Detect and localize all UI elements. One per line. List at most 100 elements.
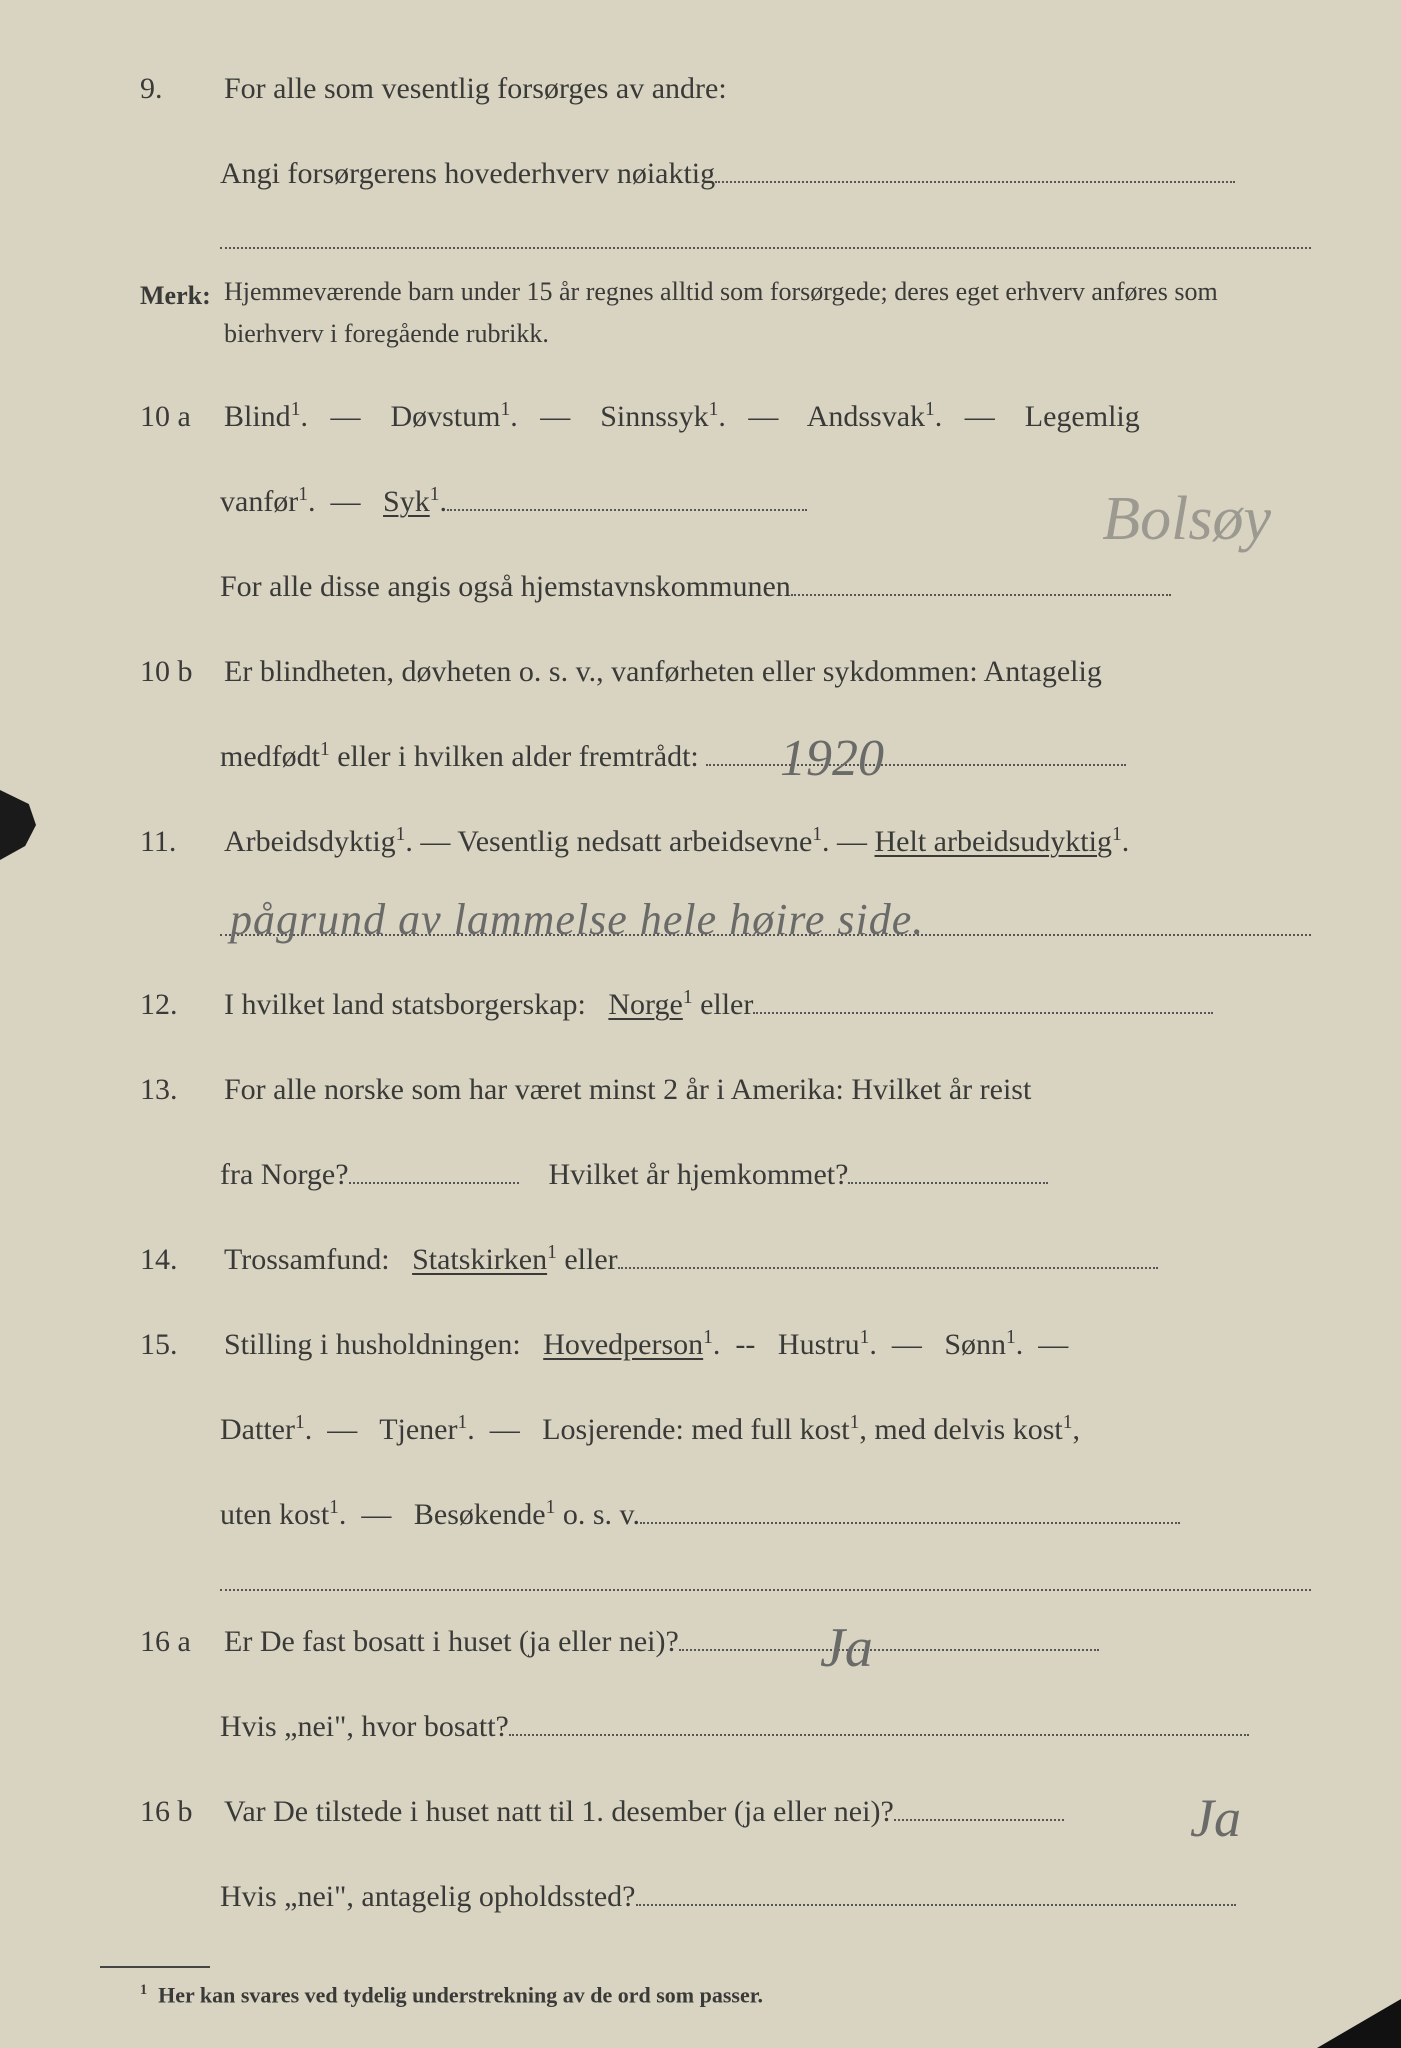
q16a-text2: Hvis „nei", hvor bosatt? [220, 1710, 509, 1743]
merk-text: Hjemmeværende barn under 15 år regnes al… [224, 271, 1305, 354]
merk-label: Merk: [140, 271, 220, 320]
opt-blind: Blind [224, 400, 291, 433]
q9-number: 9. [140, 60, 220, 117]
question-9: 9. For alle som vesentlig forsørges av a… [140, 60, 1311, 117]
q14-number: 14. [140, 1231, 220, 1288]
q9-fill-line [715, 181, 1235, 183]
question-11: 11. Arbeidsdyktig1. — Vesentlig nedsatt … [140, 813, 1311, 870]
q16b-number: 16 b [140, 1783, 220, 1840]
q10b-fill [706, 764, 1126, 766]
q13-number: 13. [140, 1061, 220, 1118]
q16b-text: Var De tilstede i huset natt til 1. dese… [224, 1795, 894, 1828]
q15-line3: uten kost1. — Besøkende1 o. s. v. [220, 1486, 1311, 1543]
opt-datter: Datter [220, 1413, 295, 1446]
opt-syk-selected: Syk [383, 485, 430, 518]
q16b-fill [894, 1819, 1064, 1821]
q15-line2: Datter1. — Tjener1. — Losjerende: med fu… [220, 1401, 1311, 1458]
q11-handwritten-answer: pågrund av lammelse hele høire side. [230, 878, 924, 962]
q11-handwritten-line: pågrund av lammelse hele høire side. [220, 898, 1311, 948]
q9-text-line1: For alle som vesentlig forsørges av andr… [224, 60, 1305, 117]
q12-number: 12. [140, 976, 220, 1033]
opt-besokende: Besøkende [414, 1498, 546, 1531]
q15-fill2 [220, 1571, 1311, 1590]
q16a-line2: Hvis „nei", hvor bosatt? [220, 1698, 1311, 1755]
q13-text2b: Hvilket år hjemkommet? [549, 1158, 849, 1191]
q16b-body: Var De tilstede i huset natt til 1. dese… [224, 1783, 1305, 1840]
question-16b: 16 b Var De tilstede i huset natt til 1.… [140, 1783, 1311, 1840]
q13-text2a: fra Norge? [220, 1158, 349, 1191]
q10a-text3: For alle disse angis også hjemstavnskomm… [220, 570, 791, 603]
q11-number: 11. [140, 813, 220, 870]
q10a-handwritten-answer: Bolsøy [1102, 461, 1271, 579]
q10a-number: 10 a [140, 388, 220, 445]
q10a-fill [447, 509, 807, 511]
question-15: 15. Stilling i husholdningen: Hovedperso… [140, 1316, 1311, 1373]
q16b-handwritten-answer: Ja [1190, 1767, 1241, 1870]
opt-vanfor: vanfør [220, 485, 298, 518]
opt-hustru: Hustru [778, 1328, 860, 1361]
opt-hovedperson-selected: Hovedperson [543, 1328, 703, 1361]
q13-fill2 [848, 1182, 1048, 1184]
q16b-text2: Hvis „nei", antagelig opholdssted? [220, 1880, 636, 1913]
question-13: 13. For alle norske som har været minst … [140, 1061, 1311, 1118]
merk-note: Merk: Hjemmeværende barn under 15 år reg… [140, 271, 1311, 354]
q15-body: Stilling i husholdningen: Hovedperson1. … [224, 1316, 1305, 1373]
q13-text1: For alle norske som har været minst 2 år… [224, 1061, 1305, 1118]
opt-andssvak: Andssvak [807, 400, 925, 433]
q13-fill1 [349, 1182, 519, 1184]
q15-number: 15. [140, 1316, 220, 1373]
q14-body: Trossamfund: Statskirken1 eller [224, 1231, 1305, 1288]
opt-arbeidsudyktig-selected: Helt arbeidsudyktig [875, 825, 1112, 858]
q16a-number: 16 a [140, 1613, 220, 1670]
q10b-text1: Er blindheten, døvheten o. s. v., vanfør… [224, 643, 1305, 700]
opt-arbeidsdyktig: Arbeidsdyktig [224, 825, 396, 858]
q15-osv: o. s. v. [563, 1498, 640, 1531]
footnote: 1 Her kan svares ved tydelig understrekn… [140, 1982, 763, 2008]
q14-text1: Trossamfund: [224, 1243, 390, 1276]
q15-losjerende: Losjerende: med full kost [542, 1413, 849, 1446]
opt-legemlig: Legemlig [1025, 400, 1140, 433]
q16a-body: Er De fast bosatt i huset (ja eller nei)… [224, 1613, 1305, 1670]
opt-norge-selected: Norge [608, 988, 682, 1021]
q13-line2: fra Norge? Hvilket år hjemkommet? [220, 1146, 1311, 1203]
q14-fill [618, 1267, 1158, 1269]
q10b-line2: medfødt1 eller i hvilken alder fremtrådt… [220, 728, 1311, 785]
q16a-text: Er De fast bosatt i huset (ja eller nei)… [224, 1625, 679, 1658]
q15-delvis: , med delvis kost [859, 1413, 1062, 1446]
q10b-handwritten-answer: 1920 [780, 710, 884, 809]
footnote-rule [100, 1966, 210, 1968]
question-14: 14. Trossamfund: Statskirken1 eller [140, 1231, 1311, 1288]
q10a-line2: vanfør1. — Syk1. Bolsøy [220, 473, 1311, 530]
q15-text1: Stilling i husholdningen: [224, 1328, 521, 1361]
q16b-line2: Hvis „nei", antagelig opholdssted? [220, 1868, 1311, 1925]
opt-sonn: Sønn [944, 1328, 1006, 1361]
q9-fill-line2 [220, 230, 1311, 249]
q10a-fill3 [791, 594, 1171, 596]
opt-sinnssyk: Sinnssyk [600, 400, 708, 433]
q12-fill [753, 1012, 1213, 1014]
q16a-fill2 [509, 1734, 1249, 1736]
q10a-options-line1: Blind1. — Døvstum1. — Sinnssyk1. — Andss… [224, 388, 1305, 445]
opt-nedsatt: Vesentlig nedsatt arbeidsevne [457, 825, 812, 858]
q12-text2: eller [700, 988, 753, 1021]
page-tear-left [0, 790, 36, 860]
opt-tjener: Tjener [379, 1413, 457, 1446]
page-corner-bottom-right [1281, 1978, 1401, 2048]
footnote-mark: 1 [140, 1982, 147, 1998]
question-12: 12. I hvilket land statsborgerskap: Norg… [140, 976, 1311, 1033]
opt-uten-kost: uten kost [220, 1498, 329, 1531]
q16a-fill [679, 1649, 1099, 1651]
footnote-text: Her kan svares ved tydelig understreknin… [158, 1982, 763, 2007]
q16b-fill2 [636, 1904, 1236, 1906]
q16a-handwritten-answer: Ja [820, 1595, 873, 1701]
q12-body: I hvilket land statsborgerskap: Norge1 e… [224, 976, 1305, 1033]
q10b-number: 10 b [140, 643, 220, 700]
q12-text1: I hvilket land statsborgerskap: [224, 988, 586, 1021]
question-10b: 10 b Er blindheten, døvheten o. s. v., v… [140, 643, 1311, 700]
q11-options: Arbeidsdyktig1. — Vesentlig nedsatt arbe… [224, 813, 1305, 870]
q10b-medfodt: medfødt [220, 740, 320, 773]
q9-line2: Angi forsørgerens hovederhverv nøiaktig [220, 145, 1311, 202]
question-16a: 16 a Er De fast bosatt i huset (ja eller… [140, 1613, 1311, 1670]
q10b-text2b: eller i hvilken alder fremtrådt: [337, 740, 699, 773]
q14-text2: eller [564, 1243, 617, 1276]
